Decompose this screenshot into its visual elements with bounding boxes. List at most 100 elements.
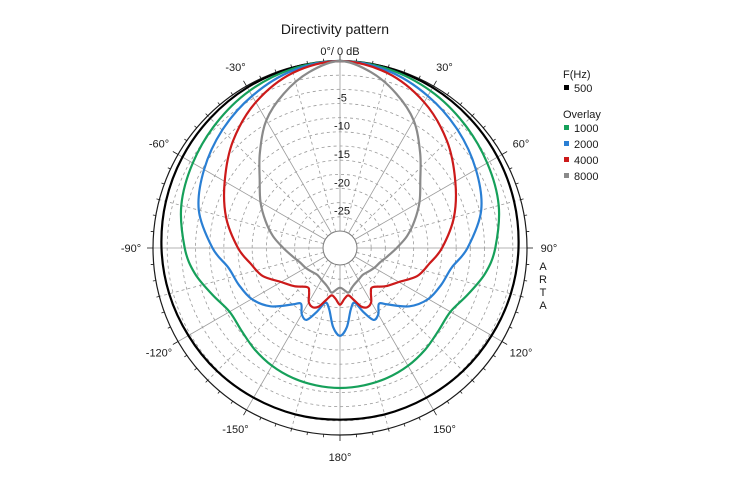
center-circle [322, 230, 358, 266]
angle-tick-mark [482, 125, 486, 129]
angle-tick-mark [446, 92, 450, 96]
watermark-letter: R [539, 274, 547, 286]
legend-label-1000: 1000 [574, 123, 598, 135]
curve-500hz [160, 59, 520, 421]
angle-tick-mark [184, 138, 188, 142]
grid-spoke [344, 67, 389, 232]
angle-tick-mark [433, 409, 437, 416]
angle-tick-mark [388, 428, 390, 432]
angle-tick-mark [230, 400, 234, 404]
angle-tick-label: 180° [329, 452, 352, 464]
angle-tick-mark [418, 75, 421, 79]
angle-tick-mark [306, 432, 308, 436]
angle-tick-label: -90° [121, 243, 141, 255]
angle-tick-label: 60° [513, 139, 530, 151]
angle-tick-mark [259, 417, 262, 421]
angle-tick-mark [217, 102, 221, 106]
radial-tick-label: -25 [334, 206, 350, 218]
angle-tick-mark [172, 341, 179, 345]
angle-tick-mark [492, 138, 496, 142]
watermark-letter: A [539, 300, 547, 312]
angle-tick-mark [524, 214, 528, 216]
grid-spoke [246, 85, 332, 234]
legend-label-8000: 8000 [574, 171, 598, 183]
angle-tick-mark [205, 379, 209, 383]
angle-tick-mark [509, 326, 513, 329]
angle-tick-mark [205, 113, 209, 117]
radial-tick-label: -15 [334, 149, 350, 161]
response-curves [160, 59, 520, 421]
angle-tick-mark [520, 296, 524, 298]
angle-tick-mark [161, 182, 165, 185]
radial-tick-label: -20 [334, 177, 350, 189]
angle-tick-mark [471, 379, 475, 383]
legend-swatch-8000 [564, 173, 569, 178]
grid-spoke [354, 154, 503, 240]
angle-tick-mark [509, 167, 513, 170]
angle-tick-mark [446, 400, 450, 404]
angle-tick-mark [194, 367, 198, 371]
grid-spoke [246, 262, 332, 411]
legend-label-4000: 4000 [574, 155, 598, 167]
angle-tick-mark [520, 198, 524, 200]
angle-tick-mark [515, 182, 519, 185]
angle-tick-mark [459, 390, 463, 394]
angle-tick-labels: 30° 60° 90° 120° 150° 180° -150° -120° -90° -60° -… [121, 62, 557, 464]
curve-1000hz [179, 59, 501, 390]
angle-tick-mark [372, 432, 374, 436]
curve-8000hz [258, 59, 422, 294]
angle-tick-mark [161, 311, 165, 314]
grid-spoke [356, 199, 521, 244]
angle-tick-mark [172, 151, 179, 155]
angle-tick-mark [167, 167, 171, 170]
watermark-letter: T [540, 287, 547, 299]
angle-tick-mark [167, 326, 171, 329]
legend-swatch-1000 [564, 125, 569, 130]
grid-spoke [207, 115, 329, 237]
angle-tick-mark [515, 311, 519, 314]
grid-spoke [207, 259, 329, 381]
angle-tick-label: -30° [225, 62, 245, 74]
angle-tick-mark [243, 80, 247, 87]
legend-overlay-header: Overlay [563, 109, 601, 121]
angle-tick-mark [259, 75, 262, 79]
angle-tick-mark [403, 69, 406, 73]
angle-tick-mark [152, 280, 156, 282]
angle-tick-mark [290, 428, 292, 432]
legend-freq-header: F(Hz) [563, 69, 591, 81]
grid-spoke [177, 154, 326, 240]
angle-tick-label: -120° [146, 348, 172, 360]
grid-spoke [351, 115, 473, 237]
angle-tick-mark [243, 409, 247, 416]
angle-tick-mark [274, 69, 277, 73]
angle-tick-mark [471, 113, 475, 117]
angle-tick-mark [433, 80, 437, 87]
angle-tick-label: 150° [433, 424, 456, 436]
angle-tick-label: 90° [541, 243, 558, 255]
polar-grid [147, 55, 533, 441]
angle-tick-mark [194, 125, 198, 129]
angle-tick-mark [418, 417, 421, 421]
grid-spoke [356, 252, 521, 297]
angle-tick-mark [459, 102, 463, 106]
legend-swatch-4000 [564, 157, 569, 162]
angle-tick-mark [482, 367, 486, 371]
angle-tick-mark [274, 423, 277, 427]
angle-tick-mark [184, 354, 188, 358]
angle-tick-mark [156, 198, 160, 200]
angle-tick-label: -60° [149, 139, 169, 151]
watermark-letter: A [539, 261, 547, 273]
chart-title: Directivity pattern [281, 21, 389, 37]
angle-tick-mark [501, 341, 508, 345]
grid-spoke [291, 67, 336, 232]
angle-tick-mark [217, 390, 221, 394]
angle-tick-mark [403, 423, 406, 427]
legend-swatch-500 [564, 85, 569, 90]
angle-tick-mark [156, 296, 160, 298]
angle-tick-mark [492, 354, 496, 358]
legend-label-500: 500 [574, 83, 592, 95]
angle-tick-mark [230, 92, 234, 96]
legend-label-2000: 2000 [574, 139, 598, 151]
